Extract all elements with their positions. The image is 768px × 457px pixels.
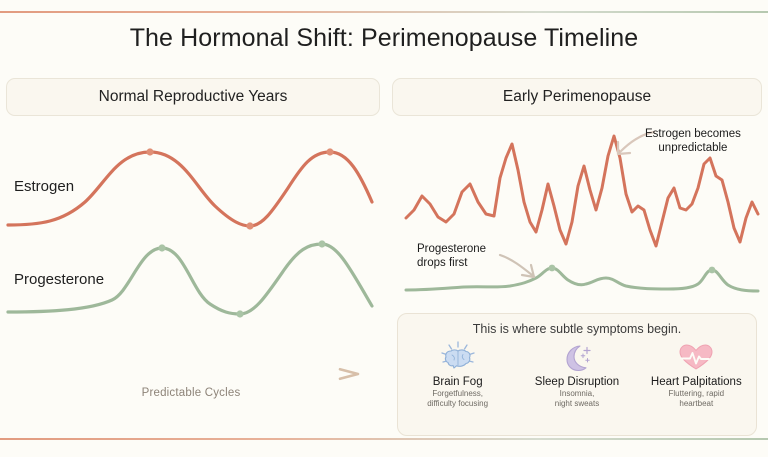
page-title: The Hormonal Shift: Perimenopause Timeli… bbox=[129, 24, 639, 52]
chart-right-panel bbox=[400, 118, 762, 308]
symptoms-row: Brain Fog Forgetfulness, difficulty focu… bbox=[398, 340, 756, 410]
symptom-title: Brain Fog bbox=[432, 376, 483, 388]
series-label-progesterone-left: Progesterone bbox=[14, 271, 105, 288]
symptom-description: Insomnia, night sweats bbox=[554, 389, 600, 409]
marker-progesterone-peak-2 bbox=[318, 240, 326, 248]
marker-progesterone-trough bbox=[236, 310, 244, 318]
symptom-title: Sleep Disruption bbox=[534, 376, 620, 388]
moon-icon bbox=[520, 340, 633, 374]
symptom-title: Heart Palpitations bbox=[650, 376, 742, 388]
curve-progesterone-left bbox=[6, 242, 374, 316]
annotation-progesterone: Progesterone drops first bbox=[417, 243, 487, 270]
symptom-brain-fog: Brain Fog Forgetfulness, difficulty focu… bbox=[398, 340, 517, 410]
panel-heading-right: Early Perimenopause bbox=[392, 78, 762, 116]
symptom-sleep-disruption: Sleep Disruption Insomnia, night sweats bbox=[517, 340, 636, 410]
marker-progesterone-bump-1 bbox=[548, 264, 556, 272]
progesterone-annotation-arrow bbox=[498, 253, 536, 279]
symptom-description: Forgetfulness, difficulty focusing bbox=[427, 389, 489, 409]
marker-progesterone-bump-2 bbox=[708, 266, 716, 274]
curve-progesterone-right bbox=[404, 266, 760, 293]
brain-icon bbox=[401, 340, 514, 374]
annotation-estrogen: Estrogen becomes unpredictable bbox=[645, 128, 741, 155]
timeline-arrow-head bbox=[338, 367, 360, 381]
series-label-estrogen-left: Estrogen bbox=[14, 178, 75, 195]
heart-icon bbox=[640, 340, 753, 374]
symptoms-heading: This is where subtle symptoms begin. bbox=[472, 322, 682, 336]
marker-progesterone-peak-1 bbox=[158, 244, 166, 252]
curve-estrogen-left bbox=[6, 150, 374, 228]
curve-estrogen-right bbox=[404, 134, 760, 248]
marker-estrogen-peak-1 bbox=[146, 148, 154, 156]
bottom-accent-rule bbox=[0, 438, 768, 440]
timeline-arrow-group: Predictable Cycles bbox=[16, 367, 364, 399]
panel-early-perimenopause: Early Perimenopause bbox=[392, 78, 762, 116]
top-accent-rule bbox=[0, 11, 768, 13]
chart-left-panel bbox=[0, 130, 380, 350]
marker-estrogen-peak-2 bbox=[326, 148, 334, 156]
symptom-description: Fluttering, rapid heartbeat bbox=[668, 389, 725, 409]
panel-normal-reproductive-years: Normal Reproductive Years bbox=[6, 78, 380, 116]
panel-heading-left: Normal Reproductive Years bbox=[6, 78, 380, 116]
marker-estrogen-trough bbox=[246, 222, 254, 230]
estrogen-annotation-arrow bbox=[616, 130, 656, 156]
symptom-heart-palpitations: Heart Palpitations Fluttering, rapid hea… bbox=[637, 340, 756, 410]
symptoms-card: This is where subtle symptoms begin. bbox=[397, 313, 757, 436]
timeline-caption: Predictable Cycles bbox=[141, 387, 241, 399]
